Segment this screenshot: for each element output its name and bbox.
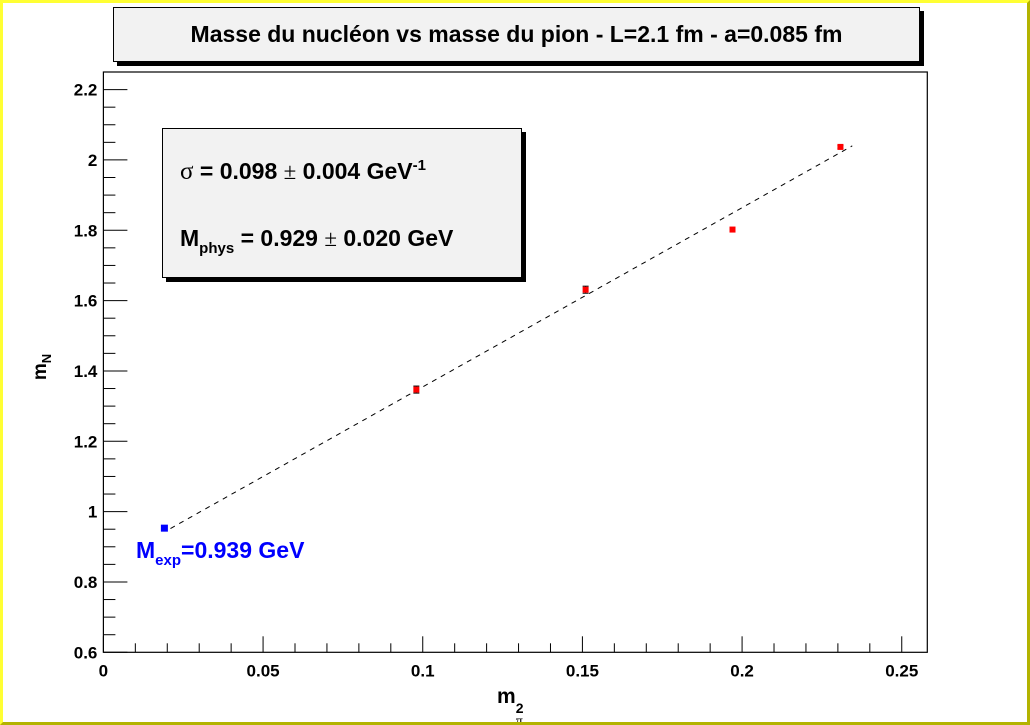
chart-title: Masse du nucléon vs masse du pion - L=2.… bbox=[113, 7, 920, 62]
y-tick-label: 1.4 bbox=[74, 362, 98, 381]
mexp-symbol: M bbox=[136, 537, 156, 563]
fit-line bbox=[170, 145, 853, 529]
y-tick-label: 2.2 bbox=[74, 81, 98, 100]
x-tick-label: 0.05 bbox=[247, 661, 280, 680]
mphys-symbol: M bbox=[180, 225, 200, 251]
y-label-sub: N bbox=[39, 353, 55, 364]
sigma-symbol: σ bbox=[180, 158, 194, 185]
sigma-result: σ = 0.098 ± 0.004 GeV-1 bbox=[180, 157, 426, 186]
x-tick-label: 0.25 bbox=[885, 661, 918, 680]
mexp-subscript: exp bbox=[155, 552, 182, 569]
x-label-sup: 2 bbox=[515, 700, 524, 716]
plus-minus: ± bbox=[324, 226, 337, 251]
experimental-point bbox=[160, 524, 168, 532]
mexp-annotation: Mexp=0.939 GeV bbox=[136, 537, 304, 569]
mphys-result: Mphys = 0.929 ± 0.020 GeV bbox=[180, 225, 453, 257]
data-point bbox=[729, 226, 736, 233]
y-axis-label: mN bbox=[30, 354, 54, 380]
x-tick-label: 0.2 bbox=[730, 661, 754, 680]
sigma-unit-exp: -1 bbox=[412, 157, 426, 174]
y-tick-label: 1.2 bbox=[74, 432, 98, 451]
y-tick-label: 2 bbox=[88, 151, 97, 170]
data-point bbox=[582, 286, 589, 293]
x-tick-label: 0.1 bbox=[411, 661, 435, 680]
chart-title-text: Masse du nucléon vs masse du pion - L=2.… bbox=[190, 21, 843, 47]
plot-frame bbox=[102, 71, 928, 653]
mphys-error: 0.020 GeV bbox=[336, 225, 454, 251]
x-tick-label: 0 bbox=[99, 661, 108, 680]
x-tick-label: 0.15 bbox=[566, 661, 599, 680]
y-tick-label: 1.6 bbox=[74, 292, 98, 311]
x-label-sub: π bbox=[515, 714, 523, 725]
sigma-error: 0.004 GeV bbox=[296, 158, 413, 184]
y-tick-label: 1 bbox=[88, 503, 97, 522]
data-point bbox=[413, 386, 420, 393]
y-label-main: m bbox=[30, 363, 52, 381]
y-tick-label: 0.6 bbox=[74, 643, 98, 662]
mphys-value: = 0.929 bbox=[234, 225, 325, 251]
mphys-subscript: phys bbox=[199, 240, 235, 257]
y-tick-label: 1.8 bbox=[74, 221, 98, 240]
fit-results-box: σ = 0.098 ± 0.004 GeV-1 Mphys = 0.929 ± … bbox=[162, 128, 522, 278]
sigma-value: = 0.098 bbox=[193, 158, 284, 184]
data-point bbox=[837, 143, 844, 150]
y-tick-label: 0.8 bbox=[74, 573, 98, 592]
plus-minus: ± bbox=[283, 159, 297, 184]
mexp-value: =0.939 GeV bbox=[181, 537, 305, 563]
x-label-main: m bbox=[497, 685, 516, 708]
